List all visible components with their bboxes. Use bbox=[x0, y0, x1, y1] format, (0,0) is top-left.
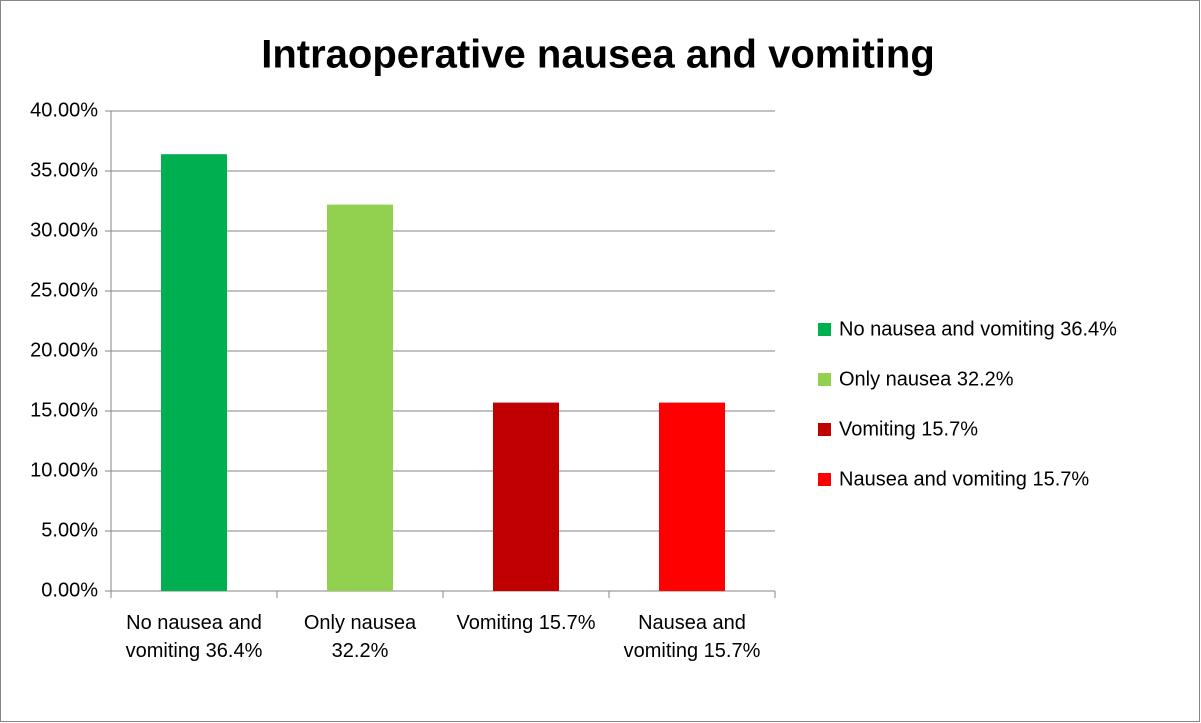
y-tick-label: 5.00% bbox=[41, 519, 98, 541]
chart-title: Intraoperative nausea and vomiting bbox=[261, 33, 935, 77]
legend-swatch bbox=[818, 473, 831, 486]
bar bbox=[493, 402, 559, 591]
legend-label: Vomiting 15.7% bbox=[839, 418, 978, 440]
y-tick-label: 0.00% bbox=[41, 579, 98, 601]
legend-swatch bbox=[818, 323, 831, 336]
y-tick-label: 25.00% bbox=[30, 279, 98, 301]
y-tick-label: 40.00% bbox=[30, 99, 98, 121]
legend-swatch bbox=[818, 423, 831, 436]
x-tick-label: Only nausea 32.2% bbox=[303, 612, 417, 662]
legend-label: Nausea and vomiting 15.7% bbox=[839, 468, 1089, 490]
y-tick-label: 10.00% bbox=[30, 459, 98, 481]
y-tick-label: 20.00% bbox=[30, 339, 98, 361]
bar bbox=[659, 402, 725, 591]
legend-label: No nausea and vomiting 36.4% bbox=[839, 318, 1117, 340]
y-tick-label: 30.00% bbox=[30, 219, 98, 241]
x-tick-label: Nausea and vomiting 15.7% bbox=[623, 612, 761, 662]
y-tick-label: 35.00% bbox=[30, 159, 98, 181]
legend-label: Only nausea 32.2% bbox=[839, 368, 1014, 390]
y-tick-label: 15.00% bbox=[30, 399, 98, 421]
x-tick-label: Vomiting 15.7% bbox=[456, 612, 596, 634]
bar bbox=[327, 204, 393, 591]
legend-swatch bbox=[818, 373, 831, 386]
x-tick-label: No nausea and vomiting 36.4% bbox=[125, 612, 263, 662]
bar bbox=[161, 154, 227, 591]
